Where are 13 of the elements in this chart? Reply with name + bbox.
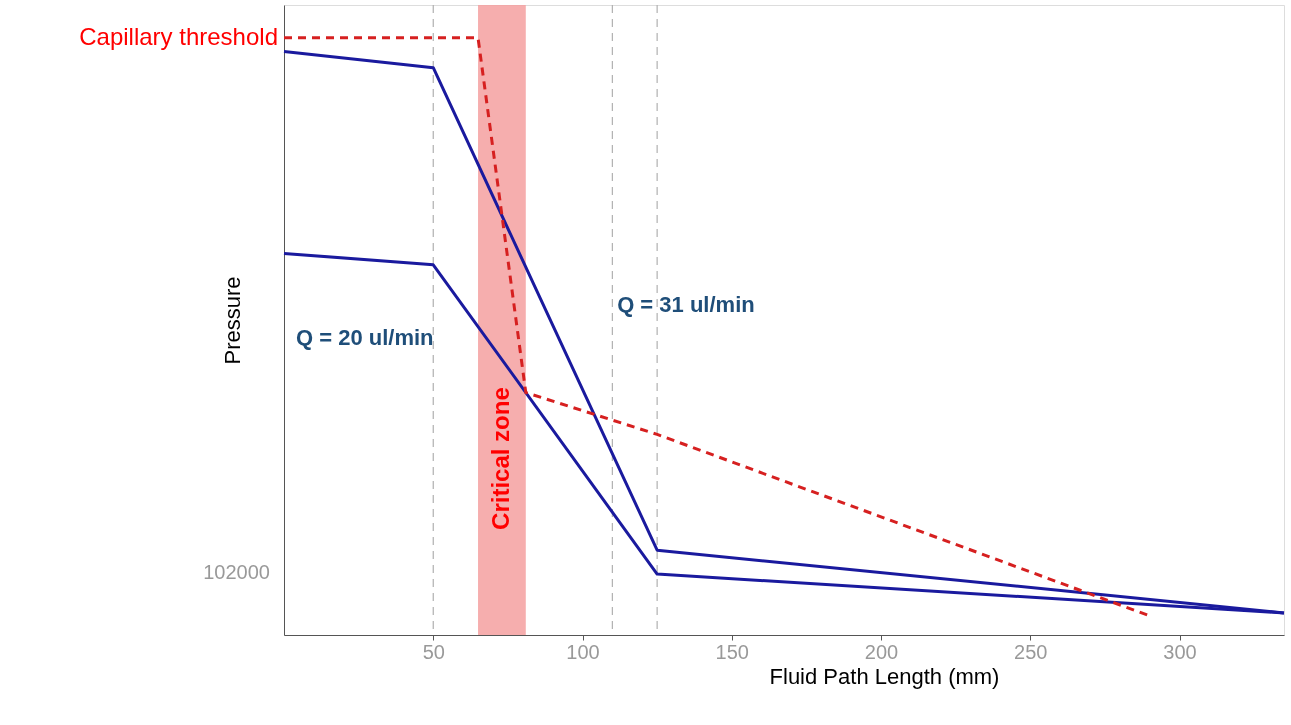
- series-label: Capillary threshold: [79, 22, 278, 50]
- x-tick-label: 300: [1163, 640, 1197, 663]
- y-axis-title: Pressure: [219, 276, 245, 365]
- x-axis-title: Fluid Path Length (mm): [769, 663, 1000, 689]
- x-tick-label: 150: [715, 640, 749, 663]
- x-tick-label: 100: [566, 640, 600, 663]
- x-tick-label: 200: [864, 640, 899, 663]
- series-label: Q = 20 ul/min: [296, 325, 434, 351]
- band-label: Critical zone: [486, 387, 514, 530]
- text: Q = 31 ul/min: [617, 292, 755, 318]
- x-tick-label: 50: [422, 640, 445, 663]
- x-tick-label: 250: [1014, 640, 1048, 663]
- text: 102000: [203, 561, 270, 584]
